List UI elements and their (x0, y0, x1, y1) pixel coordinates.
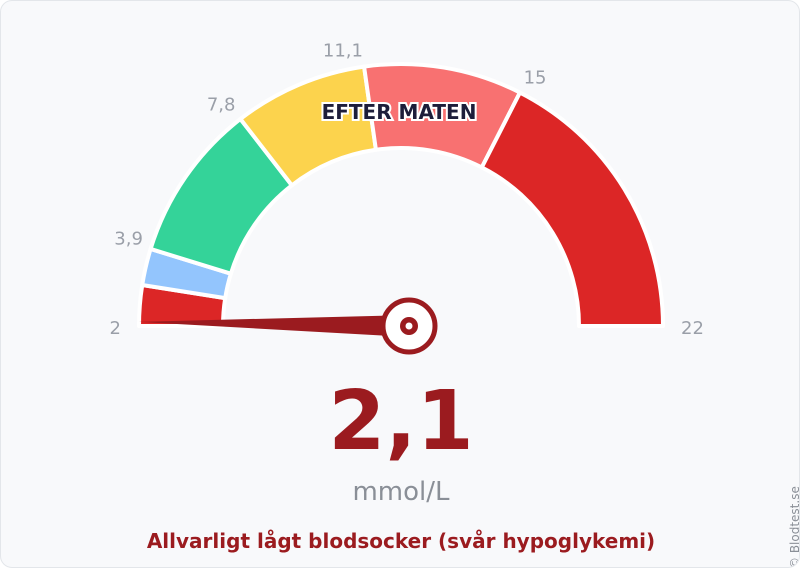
tick-label-0: 2 (110, 318, 121, 339)
gauge-needle (139, 297, 438, 355)
tick-label-4: 15 (524, 67, 547, 88)
gauge-bands (137, 62, 665, 328)
tick-label-2: 7,8 (207, 95, 236, 116)
value-unit: mmol/L (352, 477, 450, 507)
tick-label-5: 22 (681, 318, 704, 339)
needle-hub-center (405, 322, 413, 330)
tick-label-3: 11,1 (323, 41, 363, 62)
status-text: Allvarligt lågt blodsocker (svår hypogly… (146, 529, 656, 553)
copyright-text: © Blodtest.se (788, 486, 800, 567)
needle-pointer (139, 315, 410, 337)
gauge-tick-labels: 2 3,9 7,8 11,1 15 22 (110, 41, 704, 339)
current-value: 2,1 (328, 374, 474, 469)
zone-label: EFTER MATEN (322, 100, 477, 124)
tick-label-1: 3,9 (114, 229, 143, 250)
gauge-band-5 (479, 90, 665, 328)
